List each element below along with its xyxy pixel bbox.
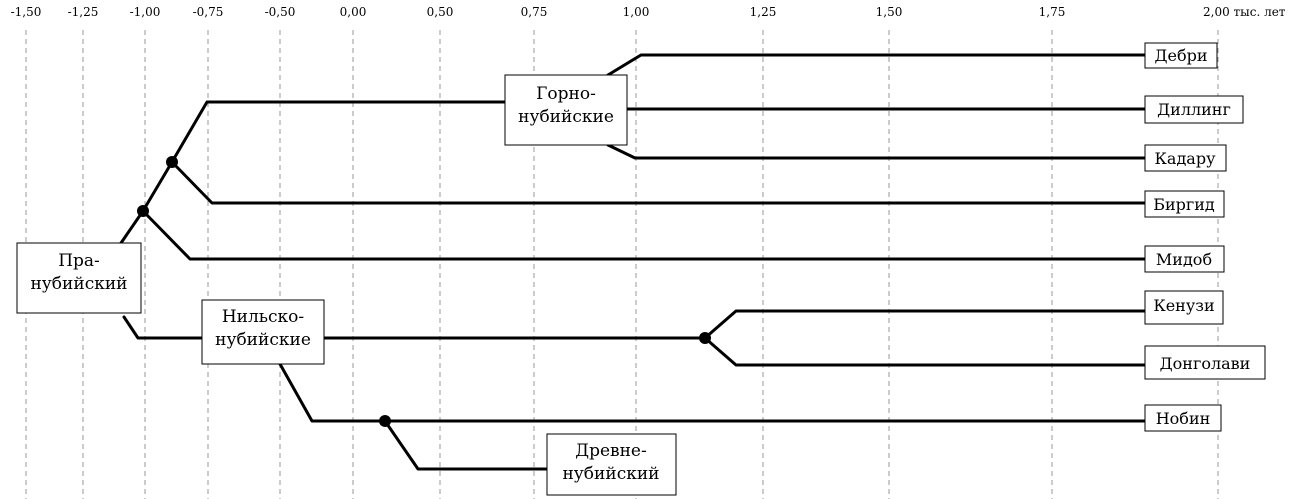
node-split-midob <box>137 205 149 217</box>
hill-nubian-label: Горно-нубийские <box>518 84 614 127</box>
axis-tick-label: 0,50 <box>427 5 454 19</box>
proto-nubian-label: Пра-нубийский <box>30 251 127 294</box>
leaf-kenuzi: Кенузи <box>1144 290 1224 325</box>
axis-tick-label: 1,00 <box>623 5 650 19</box>
axis-tick-label: 1,50 <box>876 5 903 19</box>
branch-kenuzi <box>703 309 1147 340</box>
nile-nubian-box: Нильско-нубийские <box>201 299 325 365</box>
old-nubian-box: Древне-нубийский <box>546 433 677 496</box>
time-axis: -1,50 -1,25 -1,00 -0,75 -0,50 0,00 0,50 0,75 1,0… <box>11 5 1286 499</box>
axis-tick-label: -1,00 <box>130 5 161 19</box>
branch-debri <box>606 53 1147 77</box>
axis-tick-label: -1,50 <box>11 5 42 19</box>
leaf-dilling: Диллинг <box>1144 95 1244 124</box>
branch-old-nubian <box>383 419 549 471</box>
leaf-nobiin: Нобин <box>1144 404 1222 432</box>
leaf-dilling-label: Диллинг <box>1157 100 1231 119</box>
proto-nubian-box: Пра-нубийский <box>16 242 142 314</box>
label-line: нубийские <box>215 330 311 350</box>
leaf-kenuzi-label: Кенузи <box>1153 296 1214 315</box>
branch-midob <box>141 209 1147 261</box>
node-split-birgid <box>166 156 178 168</box>
axis-tick-label: 1,25 <box>750 5 777 19</box>
axis-tick-label: 0,75 <box>521 5 548 19</box>
branch-kadaru <box>606 143 1147 160</box>
leaf-midob: Мидоб <box>1144 245 1225 273</box>
leaf-midob-label: Мидоб <box>1156 250 1212 269</box>
branch-hill-birgid <box>141 160 174 213</box>
label-line: Пра- <box>58 251 100 271</box>
leaf-debri: Дебри <box>1144 42 1218 69</box>
branch-proto-nile <box>122 315 204 340</box>
leaf-kadaru: Кадару <box>1144 144 1227 172</box>
leaf-debri-label: Дебри <box>1154 46 1207 65</box>
branch-hill-nubian <box>170 100 507 164</box>
axis-tick-label: -0,75 <box>193 5 224 19</box>
label-line: нубийский <box>562 464 659 484</box>
axis-tick-label: 0,00 <box>340 5 367 19</box>
axis-tick-label: -0,50 <box>265 5 296 19</box>
axis-tick-label: 1,75 <box>1039 5 1066 19</box>
leaf-dongolawi-label: Донголави <box>1160 354 1251 373</box>
axis-tick-label: 2,00 тыс. лет <box>1203 5 1286 19</box>
leaf-kadaru-label: Кадару <box>1155 149 1217 168</box>
branch-nile-nobiin <box>278 362 1147 423</box>
label-line: Нильско- <box>222 307 304 327</box>
hill-nubian-box: Горно-нубийские <box>504 74 628 146</box>
leaf-nobiin-label: Нобин <box>1156 409 1211 428</box>
leaf-birgid-label: Биргид <box>1153 195 1215 214</box>
leaf-birgid: Биргид <box>1144 190 1225 218</box>
node-split-kenuzi-dongolawi <box>699 332 711 344</box>
branch-proto-upper <box>119 209 145 245</box>
tree-branches <box>119 53 1147 471</box>
label-line: нубийский <box>30 274 127 294</box>
label-line: Древне- <box>575 441 646 461</box>
node-split-old-nubian <box>379 415 391 427</box>
branch-birgid <box>170 160 1147 205</box>
leaf-dongolawi: Донголави <box>1144 345 1266 380</box>
nile-nubian-label: Нильско-нубийские <box>215 307 311 350</box>
old-nubian-label: Древне-нубийский <box>562 441 659 484</box>
label-line: Горно- <box>536 84 596 104</box>
axis-tick-label: -1,25 <box>68 5 99 19</box>
label-line: нубийские <box>518 107 614 127</box>
branch-dongolawi <box>703 336 1147 367</box>
